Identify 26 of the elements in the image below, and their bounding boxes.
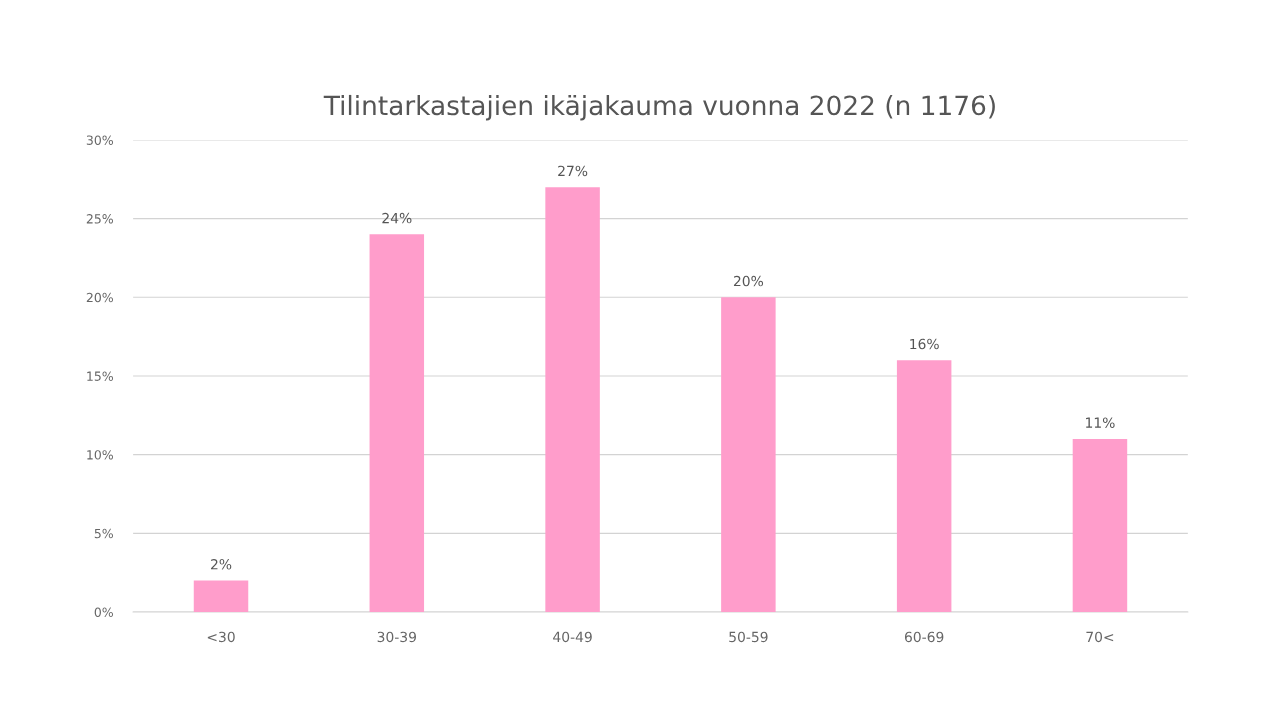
x-tick-label: 30-39 [377, 631, 416, 643]
chart-title: Tilintarkastajien ikäjakauma vuonna 2022 (n 1176) [323, 94, 995, 121]
data-label: 24% [382, 212, 412, 224]
data-label: 27% [558, 165, 588, 177]
bar [545, 187, 600, 612]
y-tick-label: 0% [94, 607, 113, 617]
bar [193, 580, 249, 612]
y-tick-label: 15% [87, 371, 113, 381]
x-tick-label: 50-59 [729, 631, 768, 643]
data-label: 2% [211, 559, 232, 570]
x-tick-label: 60-69 [904, 631, 944, 643]
x-tick-label: <30 [207, 631, 235, 643]
y-tick-label: 5% [94, 528, 113, 539]
x-tick-label: 40-49 [553, 631, 592, 643]
y-tick-label: 25% [86, 214, 113, 224]
data-label: 11% [1086, 417, 1115, 428]
data-label: 20% [733, 275, 764, 287]
bar [896, 360, 952, 612]
bar [1072, 438, 1128, 612]
data-label: 16% [910, 338, 939, 350]
y-tick-label: 20% [86, 292, 113, 303]
y-tick-label: 10% [87, 450, 113, 460]
y-tick-label: 30% [86, 135, 113, 145]
x-tick-label: 70< [1086, 631, 1114, 643]
bar [369, 234, 425, 612]
bar [721, 297, 776, 612]
